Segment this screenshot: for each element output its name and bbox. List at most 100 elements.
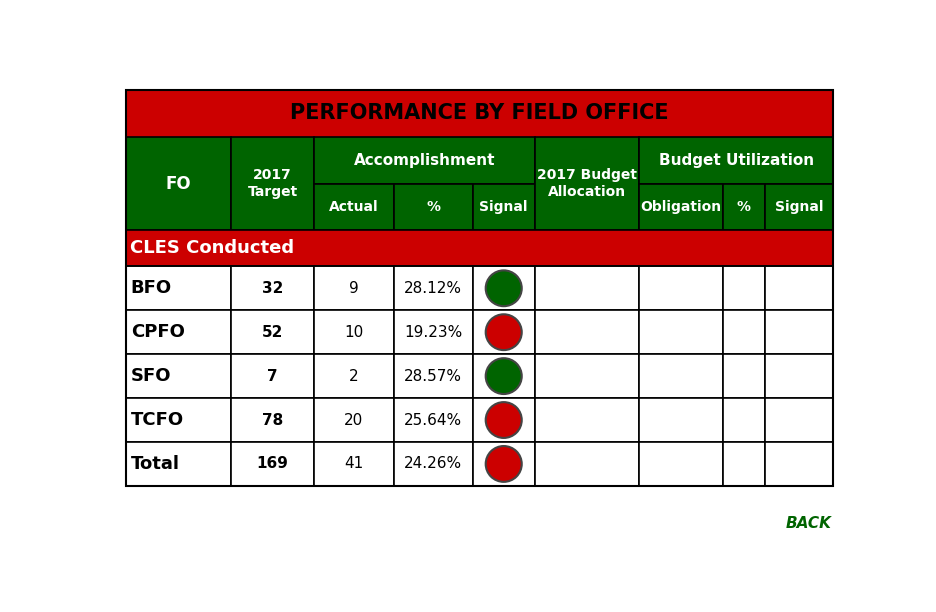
- Bar: [126, 90, 833, 136]
- Text: %: %: [737, 200, 751, 214]
- Text: 9: 9: [349, 281, 358, 296]
- Bar: [314, 310, 393, 354]
- Text: BFO: BFO: [131, 279, 172, 297]
- Bar: [231, 398, 314, 442]
- Bar: [639, 310, 723, 354]
- Text: 52: 52: [262, 325, 284, 340]
- Text: 7: 7: [268, 368, 278, 384]
- Ellipse shape: [486, 358, 521, 394]
- Bar: [473, 184, 534, 230]
- Text: Obligation: Obligation: [640, 200, 722, 214]
- Bar: [723, 442, 765, 486]
- Bar: [393, 398, 473, 442]
- Text: Target: Target: [247, 185, 298, 199]
- Text: 2017: 2017: [254, 168, 292, 182]
- Bar: [765, 354, 833, 398]
- Bar: [639, 354, 723, 398]
- Text: 10: 10: [344, 325, 363, 340]
- Bar: [473, 354, 534, 398]
- Bar: [639, 136, 833, 184]
- Bar: [723, 184, 765, 230]
- Bar: [723, 266, 765, 310]
- Bar: [473, 266, 534, 310]
- Bar: [231, 266, 314, 310]
- Text: 24.26%: 24.26%: [404, 457, 462, 471]
- Bar: [765, 184, 833, 230]
- Text: Total: Total: [131, 455, 180, 473]
- Bar: [723, 398, 765, 442]
- Bar: [314, 136, 534, 184]
- Ellipse shape: [486, 315, 521, 350]
- Bar: [126, 230, 833, 266]
- Bar: [314, 354, 393, 398]
- Bar: [231, 354, 314, 398]
- Bar: [393, 354, 473, 398]
- Bar: [126, 266, 231, 310]
- Ellipse shape: [486, 446, 521, 482]
- Bar: [473, 398, 534, 442]
- Bar: [231, 310, 314, 354]
- Text: 28.12%: 28.12%: [404, 281, 462, 296]
- Bar: [723, 354, 765, 398]
- Bar: [639, 266, 723, 310]
- Text: 28.57%: 28.57%: [404, 368, 462, 384]
- Text: 25.64%: 25.64%: [404, 412, 462, 428]
- Bar: [126, 442, 231, 486]
- Bar: [473, 310, 534, 354]
- Ellipse shape: [486, 402, 521, 438]
- Text: Allocation: Allocation: [548, 185, 626, 199]
- Text: CPFO: CPFO: [131, 323, 184, 341]
- Bar: [126, 310, 231, 354]
- Text: TCFO: TCFO: [131, 411, 183, 429]
- Text: 41: 41: [344, 457, 363, 471]
- Text: Accomplishment: Accomplishment: [354, 152, 495, 168]
- Bar: [765, 310, 833, 354]
- Bar: [393, 442, 473, 486]
- Bar: [393, 266, 473, 310]
- Bar: [126, 90, 833, 486]
- Bar: [231, 136, 314, 230]
- Bar: [639, 184, 723, 230]
- Bar: [534, 310, 639, 354]
- Bar: [231, 442, 314, 486]
- Bar: [639, 442, 723, 486]
- Text: 20: 20: [344, 412, 363, 428]
- Bar: [765, 442, 833, 486]
- Text: SFO: SFO: [131, 367, 171, 385]
- Bar: [534, 136, 639, 230]
- Bar: [723, 310, 765, 354]
- Bar: [314, 266, 393, 310]
- Text: FO: FO: [166, 174, 192, 193]
- Ellipse shape: [486, 271, 521, 306]
- Bar: [393, 310, 473, 354]
- Bar: [126, 136, 833, 230]
- Text: Signal: Signal: [479, 200, 528, 214]
- Bar: [765, 398, 833, 442]
- Bar: [639, 398, 723, 442]
- Bar: [314, 184, 393, 230]
- Text: 2: 2: [349, 368, 358, 384]
- Text: Budget Utilization: Budget Utilization: [659, 152, 813, 168]
- Bar: [126, 136, 231, 230]
- Bar: [534, 442, 639, 486]
- Text: 19.23%: 19.23%: [404, 325, 462, 340]
- Text: 169: 169: [256, 457, 288, 471]
- Text: CLES Conducted: CLES Conducted: [130, 239, 294, 257]
- Bar: [765, 266, 833, 310]
- Bar: [534, 354, 639, 398]
- Bar: [314, 442, 393, 486]
- Bar: [473, 442, 534, 486]
- Text: Actual: Actual: [329, 200, 379, 214]
- Bar: [534, 398, 639, 442]
- Bar: [126, 354, 231, 398]
- Text: 2017 Budget: 2017 Budget: [537, 168, 637, 182]
- Text: 78: 78: [262, 412, 284, 428]
- Bar: [534, 266, 639, 310]
- Bar: [393, 184, 473, 230]
- Text: 32: 32: [262, 281, 284, 296]
- Text: BACK: BACK: [785, 515, 831, 531]
- Text: Signal: Signal: [775, 200, 824, 214]
- Bar: [314, 398, 393, 442]
- Bar: [126, 398, 231, 442]
- Text: PERFORMANCE BY FIELD OFFICE: PERFORMANCE BY FIELD OFFICE: [290, 103, 669, 124]
